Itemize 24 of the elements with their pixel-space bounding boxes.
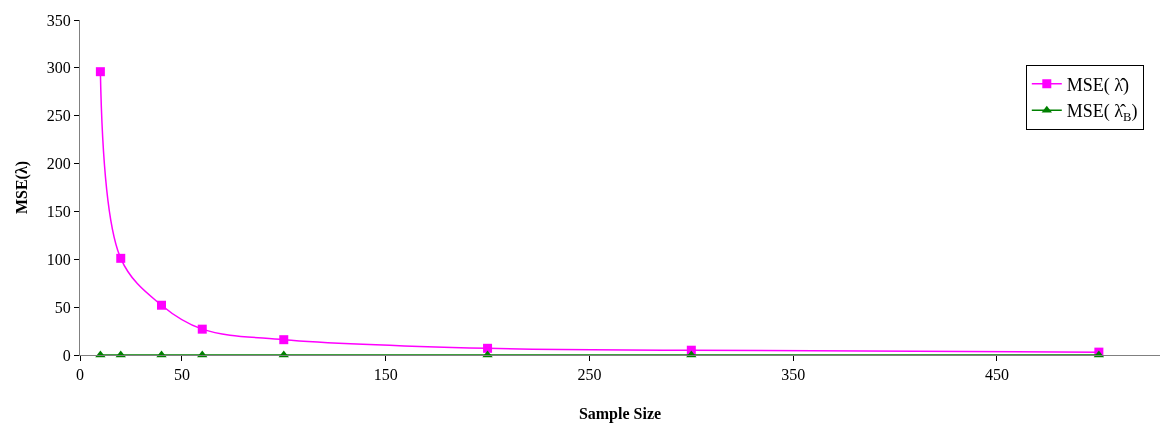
x-axis-title: Sample Size [578, 404, 662, 423]
point [116, 253, 126, 263]
y-tick-label: 100 [46, 250, 71, 268]
y-tick-label: 350 [46, 11, 71, 29]
point [197, 324, 207, 334]
legend-label: MSE( λ̂$_{B}$) [1066, 101, 1138, 124]
y-axis-title: MSE(λ) [12, 160, 31, 215]
y-tick-label: 200 [46, 155, 71, 173]
point [95, 67, 105, 77]
y-tick-label: 250 [46, 107, 71, 125]
x-tick-label: 0 [76, 366, 84, 384]
y-tick-label: 150 [46, 203, 71, 221]
legend-label: MSE( λ̂) [1066, 74, 1130, 96]
y-tick-label: 0 [62, 346, 71, 364]
y-tick-label: 300 [46, 59, 71, 77]
x-tick-label: 350 [781, 366, 806, 384]
y-tick-label: 50 [54, 298, 71, 316]
point [483, 343, 493, 353]
point [157, 300, 167, 310]
x-tick-label: 150 [373, 366, 398, 384]
x-tick-label: 450 [984, 366, 1009, 384]
x-tick-label: 250 [577, 366, 602, 384]
point [279, 335, 289, 345]
x-tick-label: 50 [173, 366, 190, 384]
